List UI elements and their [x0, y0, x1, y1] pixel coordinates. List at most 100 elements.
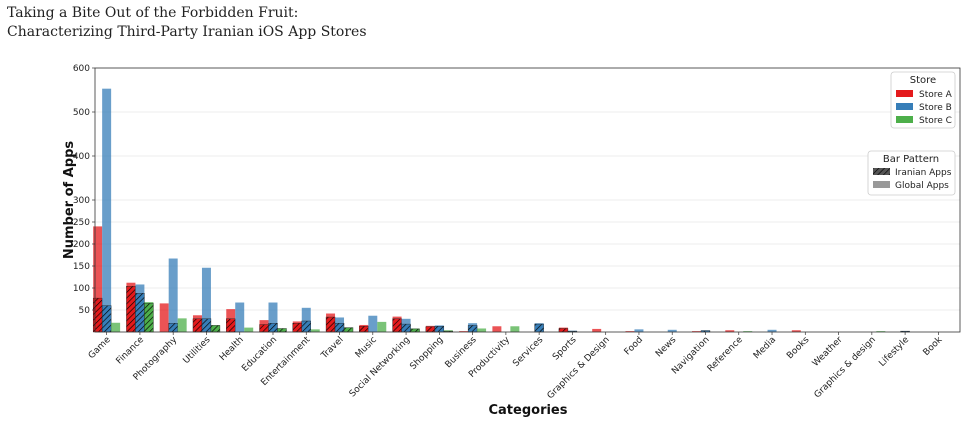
x-axis-label: Categories	[488, 403, 567, 418]
bar-1-11-iranian-hatch	[467, 325, 478, 333]
x-tick-label-22: Weather	[811, 335, 845, 369]
x-tick-label-14: Sports	[551, 335, 579, 363]
bar-0-4-iranian-hatch	[226, 318, 236, 333]
y-tick-label-5: 300	[73, 196, 90, 206]
y-tick-label-0: 50	[79, 306, 91, 316]
bar-0-5-iranian-hatch	[259, 324, 269, 333]
bar-1-16-total	[634, 329, 644, 332]
x-tick-label-9: Social Networking	[348, 335, 412, 399]
x-tick-label-3: Utilities	[182, 335, 213, 366]
bar-1-6-total	[301, 307, 311, 332]
x-tick-label-21: Books	[785, 335, 811, 361]
legend-swatch-1	[896, 103, 913, 110]
bar-1-5-iranian-hatch	[268, 323, 278, 333]
bar-0-2-total	[159, 303, 169, 332]
bar-1-0-iranian-hatch	[101, 305, 112, 333]
bar-2-0-total	[111, 322, 121, 332]
y-tick-label-8: 600	[73, 64, 90, 74]
bar-1-0-total	[102, 88, 112, 333]
pattern-swatch-hatch	[873, 168, 890, 175]
bar-0-15-total	[592, 328, 602, 332]
bar-1-8-total	[368, 315, 378, 332]
y-tick-label-3: 200	[73, 240, 90, 250]
bar-0-3-iranian-hatch	[192, 318, 203, 333]
x-tick-label-10: Shopping	[408, 335, 445, 372]
bar-1-17-total	[667, 329, 677, 332]
bar-0-14-iranian-hatch	[558, 328, 569, 333]
pattern-label-1: Global Apps	[895, 181, 949, 191]
bar-0-0-total	[93, 226, 103, 332]
bar-1-6-iranian-hatch	[301, 320, 311, 333]
x-tick-label-17: News	[654, 335, 678, 359]
pattern-legend-title: Bar Pattern	[883, 154, 939, 165]
bar-2-12-total	[510, 326, 520, 332]
bar-2-8-total	[377, 321, 387, 332]
bar-2-19-total	[743, 331, 753, 332]
bar-2-11-total	[477, 328, 487, 332]
paper-title: Taking a Bite Out of the Forbidden Fruit…	[7, 4, 367, 42]
paper-title-line-2: Characterizing Third-Party Iranian iOS A…	[7, 24, 367, 40]
bar-0-9-iranian-hatch	[392, 318, 402, 333]
bar-0-0-iranian-hatch	[92, 297, 103, 333]
store-legend: Store Store A Store B Store C	[890, 71, 956, 129]
x-tick-label-23: Graphics & design	[813, 335, 878, 400]
x-tick-label-25: Book	[922, 334, 945, 357]
bar-1-20-total	[767, 329, 777, 332]
x-tick-label-4: Health	[218, 335, 246, 363]
bar-2-5-iranian-hatch	[277, 328, 287, 333]
bar-2-23-total	[876, 331, 886, 332]
x-tick-label-24: Lifestyle	[877, 335, 911, 369]
store-legend-box	[890, 71, 956, 129]
bar-1-3-total	[201, 267, 211, 332]
y-tick-label-2: 150	[73, 262, 90, 272]
bar-1-13-iranian-hatch	[534, 323, 544, 333]
bar-2-1-iranian-hatch	[144, 303, 154, 333]
legend-label-0: Store A	[919, 90, 953, 100]
bar-1-7-iranian-hatch	[334, 323, 345, 333]
x-tick-label-15: Graphics & Design	[546, 335, 612, 401]
legend-label-1: Store B	[919, 103, 952, 113]
bar-2-2-total	[177, 318, 187, 332]
store-legend-title: Store	[910, 75, 936, 86]
bar-0-19-total	[725, 330, 735, 332]
bar-1-10-iranian-hatch	[434, 326, 445, 333]
bar-2-3-iranian-hatch	[210, 325, 221, 333]
bar-0-16-total	[625, 331, 635, 332]
bars-group	[92, 88, 910, 333]
pattern-label-0: Iranian Apps	[895, 168, 952, 178]
pattern-swatch-1	[873, 181, 890, 188]
y-tick-label-4: 250	[73, 218, 90, 228]
bar-0-10-iranian-hatch	[425, 326, 436, 333]
x-tick-label-13: Services	[511, 335, 545, 369]
y-tick-label-7: 500	[73, 108, 90, 118]
bar-1-5-total	[268, 302, 278, 332]
legend-label-2: Store C	[919, 116, 952, 126]
bar-2-7-iranian-hatch	[343, 327, 354, 333]
bar-0-21-total	[791, 330, 801, 332]
bar-0-8-iranian-hatch	[359, 326, 369, 333]
x-tick-label-16: Food	[623, 335, 645, 357]
bar-0-1-iranian-hatch	[126, 286, 136, 333]
bar-2-6-total	[310, 329, 320, 332]
legend-swatch-0	[896, 90, 913, 97]
x-tick-label-8: Music	[354, 335, 379, 360]
x-tick-label-19: Reference	[706, 335, 745, 374]
bar-1-1-iranian-hatch	[135, 293, 145, 333]
x-tick-label-11: Business	[444, 335, 479, 370]
y-axis-ticks: 50 100 150 200 250 300 400 500 600	[73, 64, 95, 316]
bar-1-9-iranian-hatch	[401, 323, 411, 333]
x-tick-label-20: Media	[752, 335, 778, 361]
bar-1-2-iranian-hatch	[168, 323, 178, 333]
bar-1-4-total	[235, 302, 245, 332]
grid-lines	[95, 67, 960, 311]
bar-0-7-iranian-hatch	[325, 316, 336, 333]
bar-0-11-total	[459, 331, 469, 332]
legend-swatch-2	[896, 116, 913, 123]
x-tick-label-7: Travel	[319, 335, 346, 362]
pattern-legend: Bar Pattern Iranian Apps Global Apps	[867, 150, 956, 196]
paper-title-line-1: Taking a Bite Out of the Forbidden Fruit…	[7, 5, 299, 21]
bar-0-12-total	[492, 326, 502, 332]
bar-0-6-iranian-hatch	[292, 323, 302, 333]
